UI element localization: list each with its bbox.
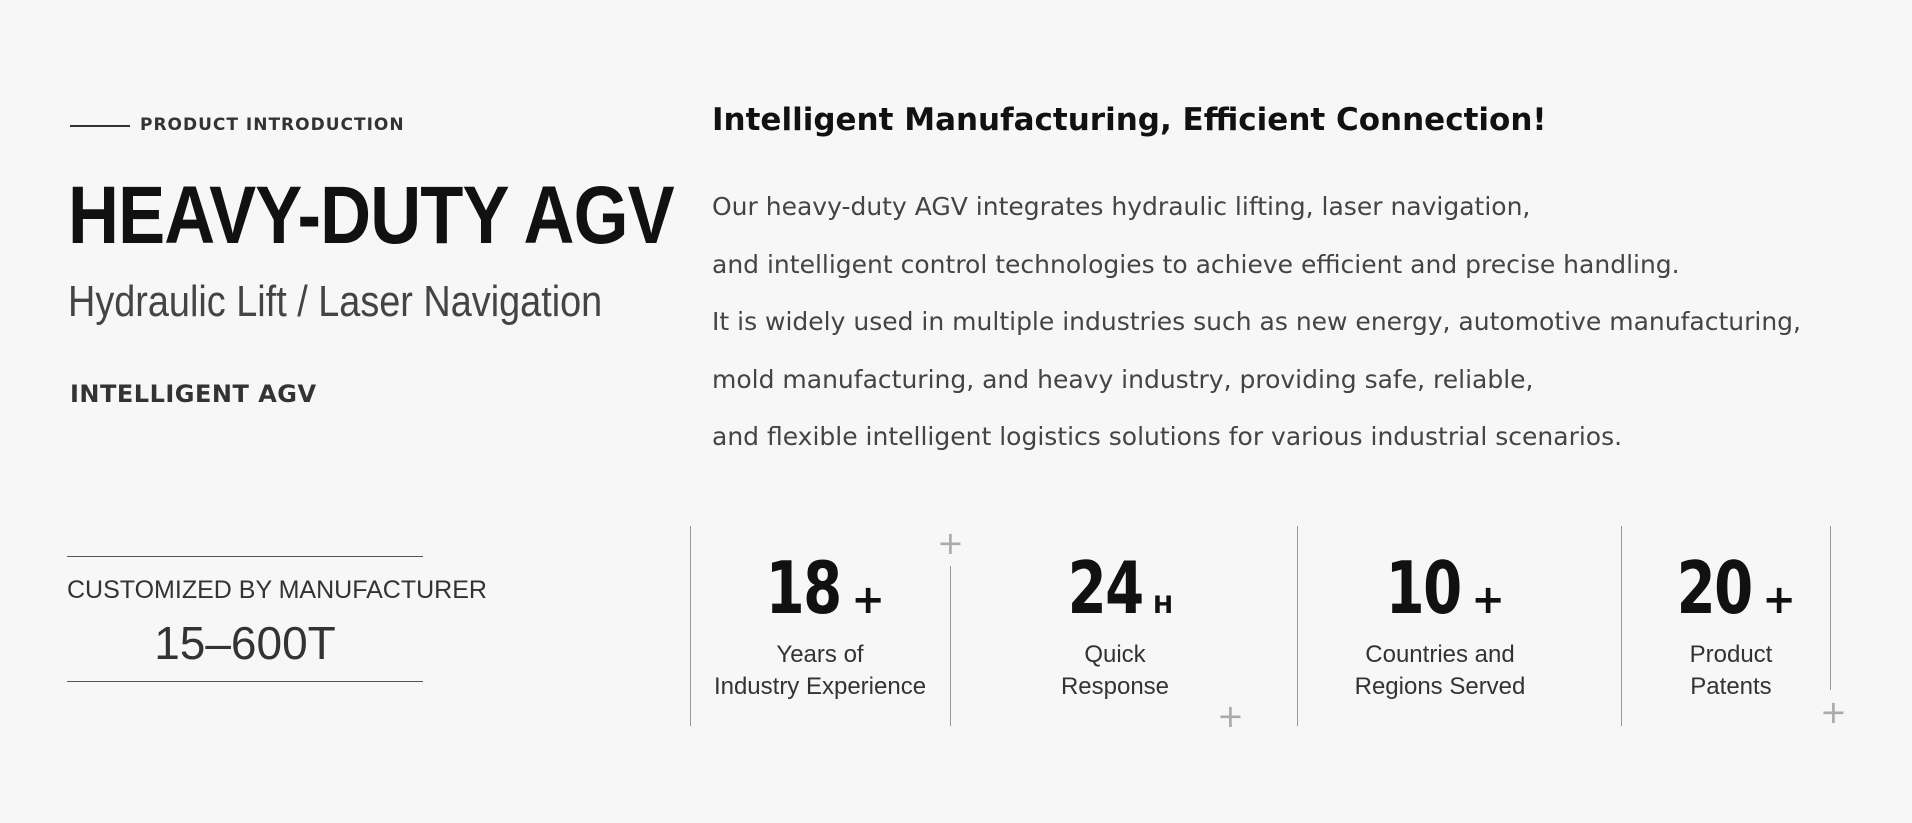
body-line: Our heavy-duty AGV integrates hydraulic … (712, 192, 1531, 221)
product-tagline: INTELLIGENT AGV (70, 380, 317, 408)
stat-label-line: Industry Experience (713, 673, 927, 700)
body-line: It is widely used in multiple industries… (712, 307, 1801, 336)
stat-suffix: + (851, 577, 885, 623)
stat-number: 10 (1385, 546, 1463, 630)
plus-decor-icon: + (1820, 693, 1847, 731)
stat-label-line: Product (1689, 641, 1773, 668)
stat-divider (1297, 526, 1298, 726)
capacity-range: 15–600T (154, 617, 336, 669)
body-line: and intelligent control technologies to … (712, 249, 1680, 279)
stat-suffix: + (1471, 577, 1505, 623)
stat-label-line: Quick (1084, 641, 1146, 668)
product-subtitle: Hydraulic Lift / Laser Navigation (68, 277, 603, 326)
stat-value-patents: 20 + (1621, 552, 1841, 624)
product-title: HEAVY-DUTY AGV (68, 170, 675, 261)
custom-divider-bottom (67, 681, 423, 682)
stat-suffix: H (1153, 591, 1174, 619)
plus-decor-icon: + (937, 524, 964, 562)
stat-number: 24 (1067, 546, 1144, 630)
stat-value-response: 24 H (990, 552, 1240, 624)
stat-divider (1621, 526, 1622, 726)
body-line: mold manufacturing, and heavy industry, … (712, 364, 1534, 394)
stat-label-line: Years of (776, 641, 864, 668)
stat-number: 18 (765, 546, 843, 630)
stat-label-response: Quick Response (990, 639, 1240, 703)
stat-label-line: Regions Served (1354, 673, 1526, 700)
content-headline: Intelligent Manufacturing, Efficient Con… (712, 102, 1547, 138)
section-eyebrow: PRODUCT INTRODUCTION (140, 115, 405, 135)
stat-value-experience: 18 + (690, 552, 950, 624)
content-body: Our heavy-duty AGV integrates hydraulic … (712, 188, 1801, 476)
stat-suffix: + (1762, 577, 1796, 623)
stat-label-patents: Product Patents (1621, 639, 1841, 703)
body-line: and flexible intelligent logistics solut… (712, 422, 1623, 451)
stat-divider (690, 526, 691, 726)
custom-divider-top (67, 556, 423, 557)
eyebrow-divider (70, 125, 130, 127)
stat-label-countries: Countries and Regions Served (1310, 639, 1570, 703)
plus-decor-icon: + (1217, 697, 1244, 735)
stat-divider (950, 566, 951, 726)
stat-label-line: Patents (1690, 673, 1772, 700)
stat-label-experience: Years of Industry Experience (690, 639, 950, 703)
customization-label: CUSTOMIZED BY MANUFACTURER (67, 576, 487, 604)
stat-label-line: Response (1060, 673, 1170, 700)
stat-label-line: Countries and (1365, 641, 1515, 668)
stat-divider (1830, 526, 1831, 690)
stat-number: 20 (1676, 546, 1754, 630)
stat-value-countries: 10 + (1310, 552, 1570, 624)
